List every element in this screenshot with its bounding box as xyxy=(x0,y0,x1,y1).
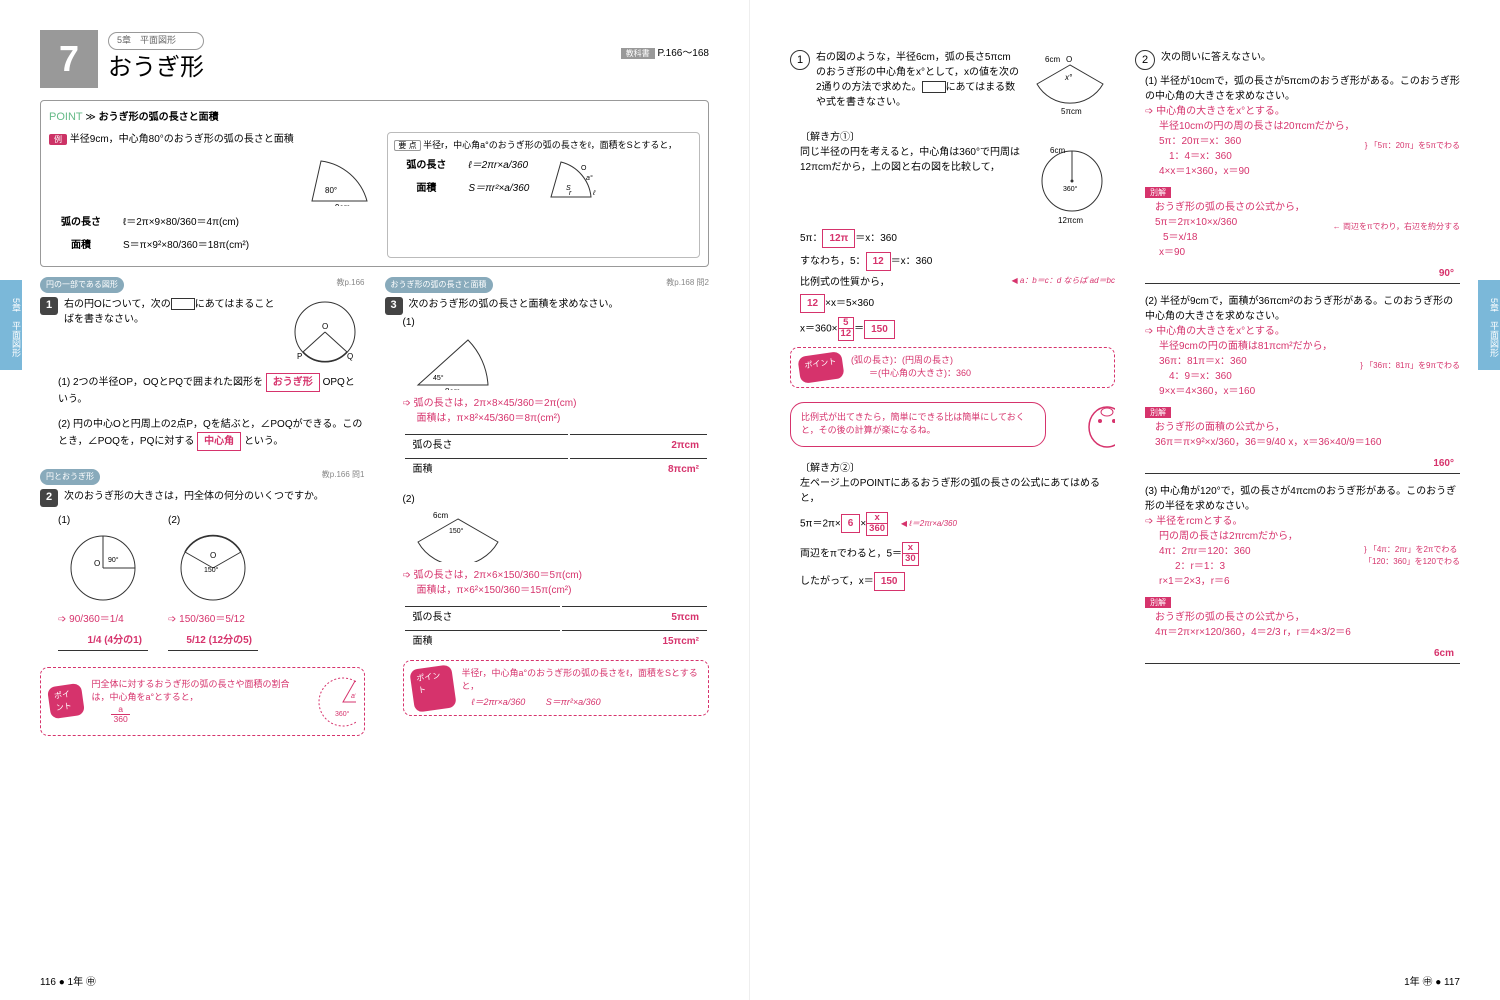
section-title: おうぎ形 xyxy=(108,50,204,86)
page-117: 5章 平面図形 1 右の図のような，半径6cm，弧の長さ5πcmのおうぎ形の中心… xyxy=(750,0,1500,1000)
example-formulas: 弧の長さℓ＝2π×9×80/360＝4π(cm) 面積S＝π×9²×80/360… xyxy=(49,210,261,258)
svg-text:a°: a° xyxy=(351,692,355,700)
svg-text:x°: x° xyxy=(1064,73,1073,82)
point-badge: ポイント xyxy=(47,683,86,719)
svg-text:360°: 360° xyxy=(335,710,350,718)
sector-6cm-5pi-figure: 6cm O x° 5πcm xyxy=(1025,50,1115,120)
svg-text:ℓ: ℓ xyxy=(592,190,596,197)
svg-text:O: O xyxy=(1066,55,1072,64)
svg-text:9cm: 9cm xyxy=(335,203,350,206)
svg-text:150°: 150° xyxy=(204,566,219,574)
header: 7 5章 平面図形 おうぎ形 xyxy=(40,30,709,88)
page-116: 5章 平面図形 7 5章 平面図形 おうぎ形 教科書 P.166～168 POI… xyxy=(0,0,750,1000)
svg-text:O: O xyxy=(322,322,328,331)
section-number: 7 xyxy=(40,30,98,88)
q2-part3: (3) 中心角が120°で，弧の長さが4πcmのおうぎ形がある。このおうぎ形の半… xyxy=(1145,484,1460,664)
svg-text:12πcm: 12πcm xyxy=(1058,216,1083,225)
svg-text:80°: 80° xyxy=(325,186,337,195)
sector-90deg-figure: O 90° xyxy=(58,528,148,608)
sector-45deg-8cm-figure: 45° 8cm xyxy=(403,330,503,390)
svg-text:8cm: 8cm xyxy=(445,387,460,390)
point-box: POINT ≫ おうぎ形の弧の長さと面積 例 半径9cm，中心角80°のおうぎ形… xyxy=(40,100,709,267)
svg-text:150°: 150° xyxy=(449,527,464,535)
right-column: おうぎ形の弧の長さと面積教p.168 問2 3 次のおうぎ形の弧の長さと面積を求… xyxy=(385,277,710,742)
question-3-badge: 3 xyxy=(385,297,403,315)
method-2: 〔解き方②〕 左ページ上のPOINTにあるおうぎ形の弧の長さの公式にあてはめると… xyxy=(800,461,1115,591)
p117-right-column: 2 次の問いに答えなさい。 (1) 半径が10cmで，弧の長さが5πcmのおうぎ… xyxy=(1135,50,1460,674)
svg-text:a°: a° xyxy=(586,174,593,182)
question-1-badge: 1 xyxy=(40,297,58,315)
ratio-circle-figure: a° 360° xyxy=(313,674,355,729)
full-circle-12pi-figure: 6cm 360° 12πcm xyxy=(1030,145,1115,225)
chapter-tab-left: 5章 平面図形 xyxy=(0,280,22,370)
q2-part2: (2) O150° ➩ 150/360＝5/12 5/12 (12分の5) xyxy=(168,513,258,661)
chapter-tab-right: 5章 平面図形 xyxy=(1478,280,1500,370)
textbook-reference: 教科書 P.166～168 xyxy=(621,46,709,61)
svg-text:45°: 45° xyxy=(433,374,444,382)
chapter-label: 5章 平面図形 xyxy=(108,32,204,50)
mascot-icon xyxy=(1082,397,1115,452)
q3-1-results: 弧の長さ2πcm 面積8πcm² xyxy=(403,432,710,482)
q3-2-results: 弧の長さ5πcm 面積15πcm² xyxy=(403,604,710,654)
svg-text:6cm: 6cm xyxy=(433,511,448,520)
svg-text:Q: Q xyxy=(347,352,353,361)
svg-text:O: O xyxy=(581,165,587,172)
left-column: 円の一部である図形教p.166 1 右の円Oについて，次のにあてはまることばを書… xyxy=(40,277,365,742)
page-number-left: 116 ● 1年 ㊥ xyxy=(40,975,96,990)
q2-part1: (1) 半径が10cmで，弧の長さが5πcmのおうぎ形がある。このおうぎ形の中心… xyxy=(1145,74,1460,284)
svg-text:O: O xyxy=(210,551,216,560)
answer-central-angle: 中心角 xyxy=(197,432,241,451)
method-1: 〔解き方①〕 同じ半径の円を考えると，中心角は360°で円周は12πcmだから，… xyxy=(800,130,1115,341)
svg-text:90°: 90° xyxy=(108,556,119,564)
page-spread: 5章 平面図形 7 5章 平面図形 おうぎ形 教科書 P.166～168 POI… xyxy=(0,0,1500,1000)
svg-text:6cm: 6cm xyxy=(1045,55,1060,64)
key-point-box: 要 点 半径r，中心角a°のおうぎ形の弧の長さをℓ，面積をSとすると， 弧の長さ… xyxy=(387,132,700,258)
answer-sector: おうぎ形 xyxy=(266,373,320,392)
circle-opq-figure: O P Q xyxy=(285,297,365,367)
point-formula-box: ポイント 半径r，中心角a°のおうぎ形の弧の長さをℓ，面積をSとすると， ℓ＝2… xyxy=(403,660,710,717)
svg-text:6cm: 6cm xyxy=(1050,146,1065,155)
question-2-badge: 2 xyxy=(40,489,58,507)
hint-speech-bubble: 比例式が出てきたら，簡単にできる比は簡単にしておくと，その後の計算が楽になるね。 xyxy=(790,402,1046,447)
p117-left-column: 1 右の図のような，半径6cm，弧の長さ5πcmのおうぎ形の中心角をx°として，… xyxy=(790,50,1115,674)
svg-text:5πcm: 5πcm xyxy=(1061,107,1082,116)
svg-text:r: r xyxy=(569,190,572,197)
sector-150deg-figure: O 150° xyxy=(168,528,258,608)
question-circle-2: 2 xyxy=(1135,50,1155,70)
svg-text:P: P xyxy=(297,352,302,361)
sector-150deg-6cm-figure: 150°6cm xyxy=(403,507,513,562)
q2-part2: (2) 半径が9cmで，面積が36πcm²のおうぎ形がある。このおうぎ形の中心角… xyxy=(1145,294,1460,474)
svg-text:360°: 360° xyxy=(1063,185,1078,193)
question-circle-1: 1 xyxy=(790,50,810,70)
svg-text:O: O xyxy=(94,559,100,568)
point-ratio-360-box: ポイント (弧の長さ)：(円周の長さ) ＝(中心角の大きさ)：360 xyxy=(790,347,1115,388)
sector-generic-figure: Oa° Sr ℓ xyxy=(541,152,601,202)
sector-80deg-figure: 80° 9cm xyxy=(297,151,377,206)
page-number-right: 1年 ㊥ ● 117 xyxy=(1404,975,1460,990)
point-ratio-box: ポイント 円全体に対するおうぎ形の弧の長さや面積の割合は，中心角をa°とすると，… xyxy=(40,667,365,736)
q2-part1: (1) O90° ➩ 90/360＝1/4 1/4 (4分の1) xyxy=(58,513,148,661)
